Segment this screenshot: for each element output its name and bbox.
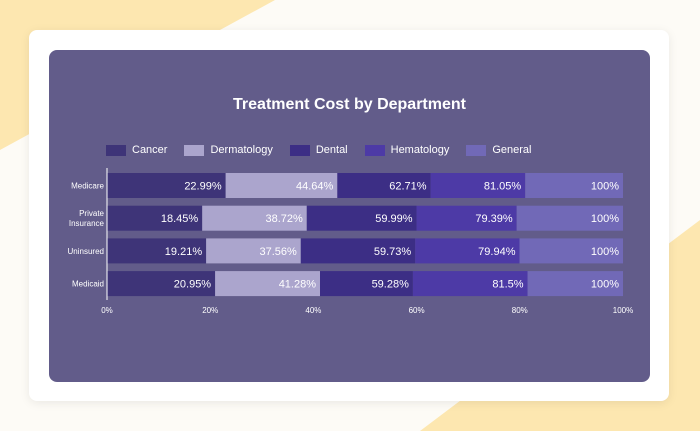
chart-legend: Cancer Dermatology Dental Hematology General [106,142,531,158]
legend-item-dental[interactable]: Dental [289,144,348,156]
data-label: 81.05% [484,181,522,193]
bar-segment-hematology[interactable] [412,271,528,297]
category-label: Private [79,209,104,218]
bar-segment-general[interactable] [519,238,623,264]
bar-segment-dermatology[interactable] [206,238,301,264]
x-tick-label: 40% [305,306,321,315]
data-label: 100% [591,279,619,291]
bar-segment-hematology[interactable] [430,173,526,198]
bar-segment-cancer[interactable] [107,238,207,264]
bar-segment-cancer[interactable] [107,205,203,231]
x-tick-label: 100% [613,306,633,315]
data-label: 100% [591,246,619,258]
data-label: 19.21% [165,246,203,258]
bar-segment-dental[interactable] [337,173,431,198]
x-tick-label: 0% [101,306,113,315]
data-label: 18.45% [161,213,199,225]
x-tick-label: 20% [202,306,218,315]
legend-label: Dermatology [210,144,273,156]
bar-segment-cancer[interactable] [107,271,216,297]
legend-item-dermatology[interactable]: Dermatology [184,144,273,156]
data-label: 81.5% [492,279,523,291]
legend-label: Dental [315,144,348,156]
data-label: 41.28% [279,279,317,291]
chart-title: Treatment Cost by Department [233,96,466,113]
bar-segment-dermatology[interactable] [225,173,338,198]
data-label: 100% [591,181,619,193]
data-label: 100% [591,213,619,225]
legend-label: Cancer [132,144,168,156]
bar-segment-cancer[interactable] [107,173,226,198]
legend-label: General [492,144,532,156]
data-label: 22.99% [184,181,222,193]
category-label: Insurance [69,219,105,228]
legend-item-cancer[interactable]: Cancer [106,144,167,156]
data-label: 79.94% [478,246,516,258]
bar-segment-dental[interactable] [320,271,413,297]
data-label: 37.56% [259,246,297,258]
category-label: Medicaid [72,280,104,289]
category-label: Medicare [71,182,104,191]
bar-segment-hematology[interactable] [415,238,520,264]
data-label: 20.95% [174,279,212,291]
bar-segment-dermatology[interactable] [202,205,307,231]
legend-item-hematology[interactable]: Hematology [364,144,450,156]
legend-swatch [364,144,385,156]
data-label: 59.99% [375,213,413,225]
legend-swatch [466,144,487,156]
bar-segment-dental[interactable] [306,205,417,231]
x-tick-label: 80% [512,306,528,315]
data-label: 59.28% [372,279,410,291]
data-label: 62.71% [389,181,427,193]
data-label: 79.39% [475,213,513,225]
bar-segment-dental[interactable] [300,238,416,264]
bar-segment-general[interactable] [527,271,623,297]
bar-segment-general[interactable] [525,173,623,198]
x-tick-label: 60% [409,306,425,315]
legend-item-general[interactable]: General [466,144,531,156]
legend-swatch [184,144,205,156]
data-label: 59.73% [374,246,412,258]
data-label: 44.64% [296,181,334,193]
bar-segment-hematology[interactable] [416,205,517,231]
category-label: Uninsured [68,247,104,256]
bar-segment-general[interactable] [516,205,623,231]
legend-label: Hematology [390,144,450,156]
bar-segment-dermatology[interactable] [215,271,321,297]
legend-swatch [289,144,310,156]
legend-swatch [106,144,126,156]
data-label: 38.72% [265,213,303,225]
